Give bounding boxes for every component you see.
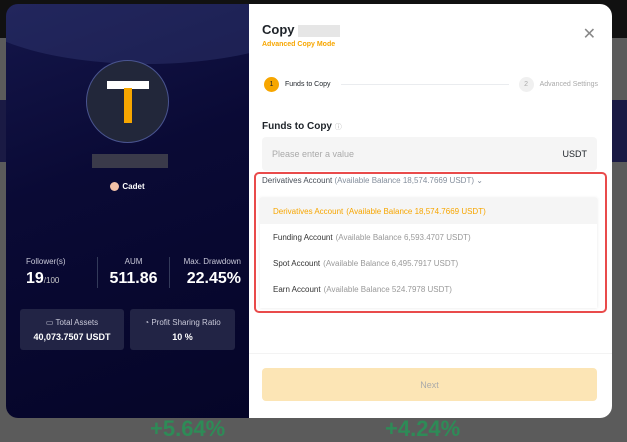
funds-input-wrapper: USDT [262, 137, 597, 171]
account-select[interactable]: Derivatives Account (Available Balance 1… [262, 176, 483, 185]
level-badge: Cadet [6, 182, 249, 192]
badge-label: Cadet [122, 182, 145, 191]
option-earn[interactable]: Earn Account (Available Balance 524.7978 … [260, 276, 597, 302]
option-spot[interactable]: Spot Account (Available Balance 6,495.791… [260, 250, 597, 276]
step-2-number: 2 [518, 77, 534, 92]
cadet-icon [110, 182, 120, 192]
option-balance: (Available Balance 6,593.4707 USDT) [335, 232, 471, 242]
title-text: Copy [262, 22, 295, 37]
trader-profile-panel: Cadet Follower(s) 19/100 AUM 511.86 Max. D… [6, 4, 326, 418]
wallet-icon: ▭ [45, 318, 56, 327]
stat-drawdown: Max. Drawdown 22.45% [170, 257, 249, 288]
stat-suffix: /100 [43, 276, 60, 285]
next-button[interactable]: Next [262, 368, 597, 401]
unit-label: USDT [562, 149, 588, 159]
avatar [86, 60, 169, 143]
funds-label: Funds to Copy ⓘ [262, 121, 342, 132]
option-balance: (Available Balance 18,574.7669 USDT) [346, 206, 486, 216]
step-1-number: 1 [264, 77, 279, 92]
step-divider [340, 84, 509, 85]
bg-change-1: +5.64% [150, 416, 226, 441]
info-icon: ⓘ [334, 124, 342, 131]
redacted-name [298, 24, 341, 37]
option-name: Funding Account [273, 232, 333, 242]
mode-label: Advanced Copy Mode [262, 41, 336, 48]
step-2-label: Advanced Settings [539, 81, 598, 88]
stats-row: Follower(s) 19/100 AUM 511.86 Max. Drawdow… [6, 257, 249, 288]
selected-account: Derivatives Account [262, 176, 333, 185]
selected-balance: (Available Balance 18,574.7669 USDT) [334, 176, 475, 185]
option-funding[interactable]: Funding Account (Available Balance 6,593.… [260, 224, 597, 250]
stat-label: AUM [124, 257, 143, 266]
stat-value: 19 [26, 270, 44, 287]
chevron-down-icon: ⌄ [476, 176, 483, 185]
copy-modal: Cadet Follower(s) 19/100 AUM 511.86 Max. D… [6, 4, 612, 418]
pie-chart-icon: ◔ [144, 318, 152, 327]
dialog-footer: Next [249, 353, 612, 418]
copy-form-panel: Copy Advanced Copy Mode ✕ 1 Funds to Copy… [249, 4, 612, 418]
step-1-label: Funds to Copy [285, 81, 331, 88]
highlight-box [254, 172, 607, 313]
stat-aum: AUM 511.86 [97, 257, 170, 288]
stat-followers: Follower(s) 19/100 [6, 257, 97, 288]
stat-label: Max. Drawdown [183, 257, 241, 266]
dialog-title: Copy [262, 22, 341, 37]
total-assets-label: Total Assets [55, 318, 99, 327]
stepper: 1 Funds to Copy 2 Advanced Settings [264, 77, 598, 92]
option-name: Earn Account [273, 284, 321, 294]
trader-name-redacted [92, 154, 168, 168]
profit-sharing-label: Profit Sharing Ratio [151, 318, 221, 327]
stat-label: Follower(s) [26, 257, 66, 266]
stat-value: 22.45% [186, 270, 241, 287]
option-balance: (Available Balance 6,495.7917 USDT) [323, 258, 459, 268]
funds-label-text: Funds to Copy [262, 121, 332, 132]
profit-sharing-box: ◔ Profit Sharing Ratio 10 % [130, 309, 235, 350]
option-name: Spot Account [273, 258, 321, 268]
total-assets-box: ▭ Total Assets 40,073.7507 USDT [20, 309, 124, 350]
option-balance: (Available Balance 524.7978 USDT) [323, 284, 452, 294]
option-name: Derivatives Account [273, 206, 344, 216]
option-derivatives[interactable]: Derivatives Account (Available Balance 18… [260, 198, 597, 224]
funds-input[interactable] [272, 149, 472, 159]
stat-value: 511.86 [109, 270, 158, 287]
total-assets-value: 40,073.7507 USDT [33, 332, 111, 342]
close-icon[interactable]: ✕ [582, 26, 596, 43]
profit-sharing-value: 10 % [172, 332, 193, 342]
account-dropdown: Derivatives Account (Available Balance 18… [260, 198, 597, 308]
bg-change-2: +4.24% [385, 416, 461, 441]
